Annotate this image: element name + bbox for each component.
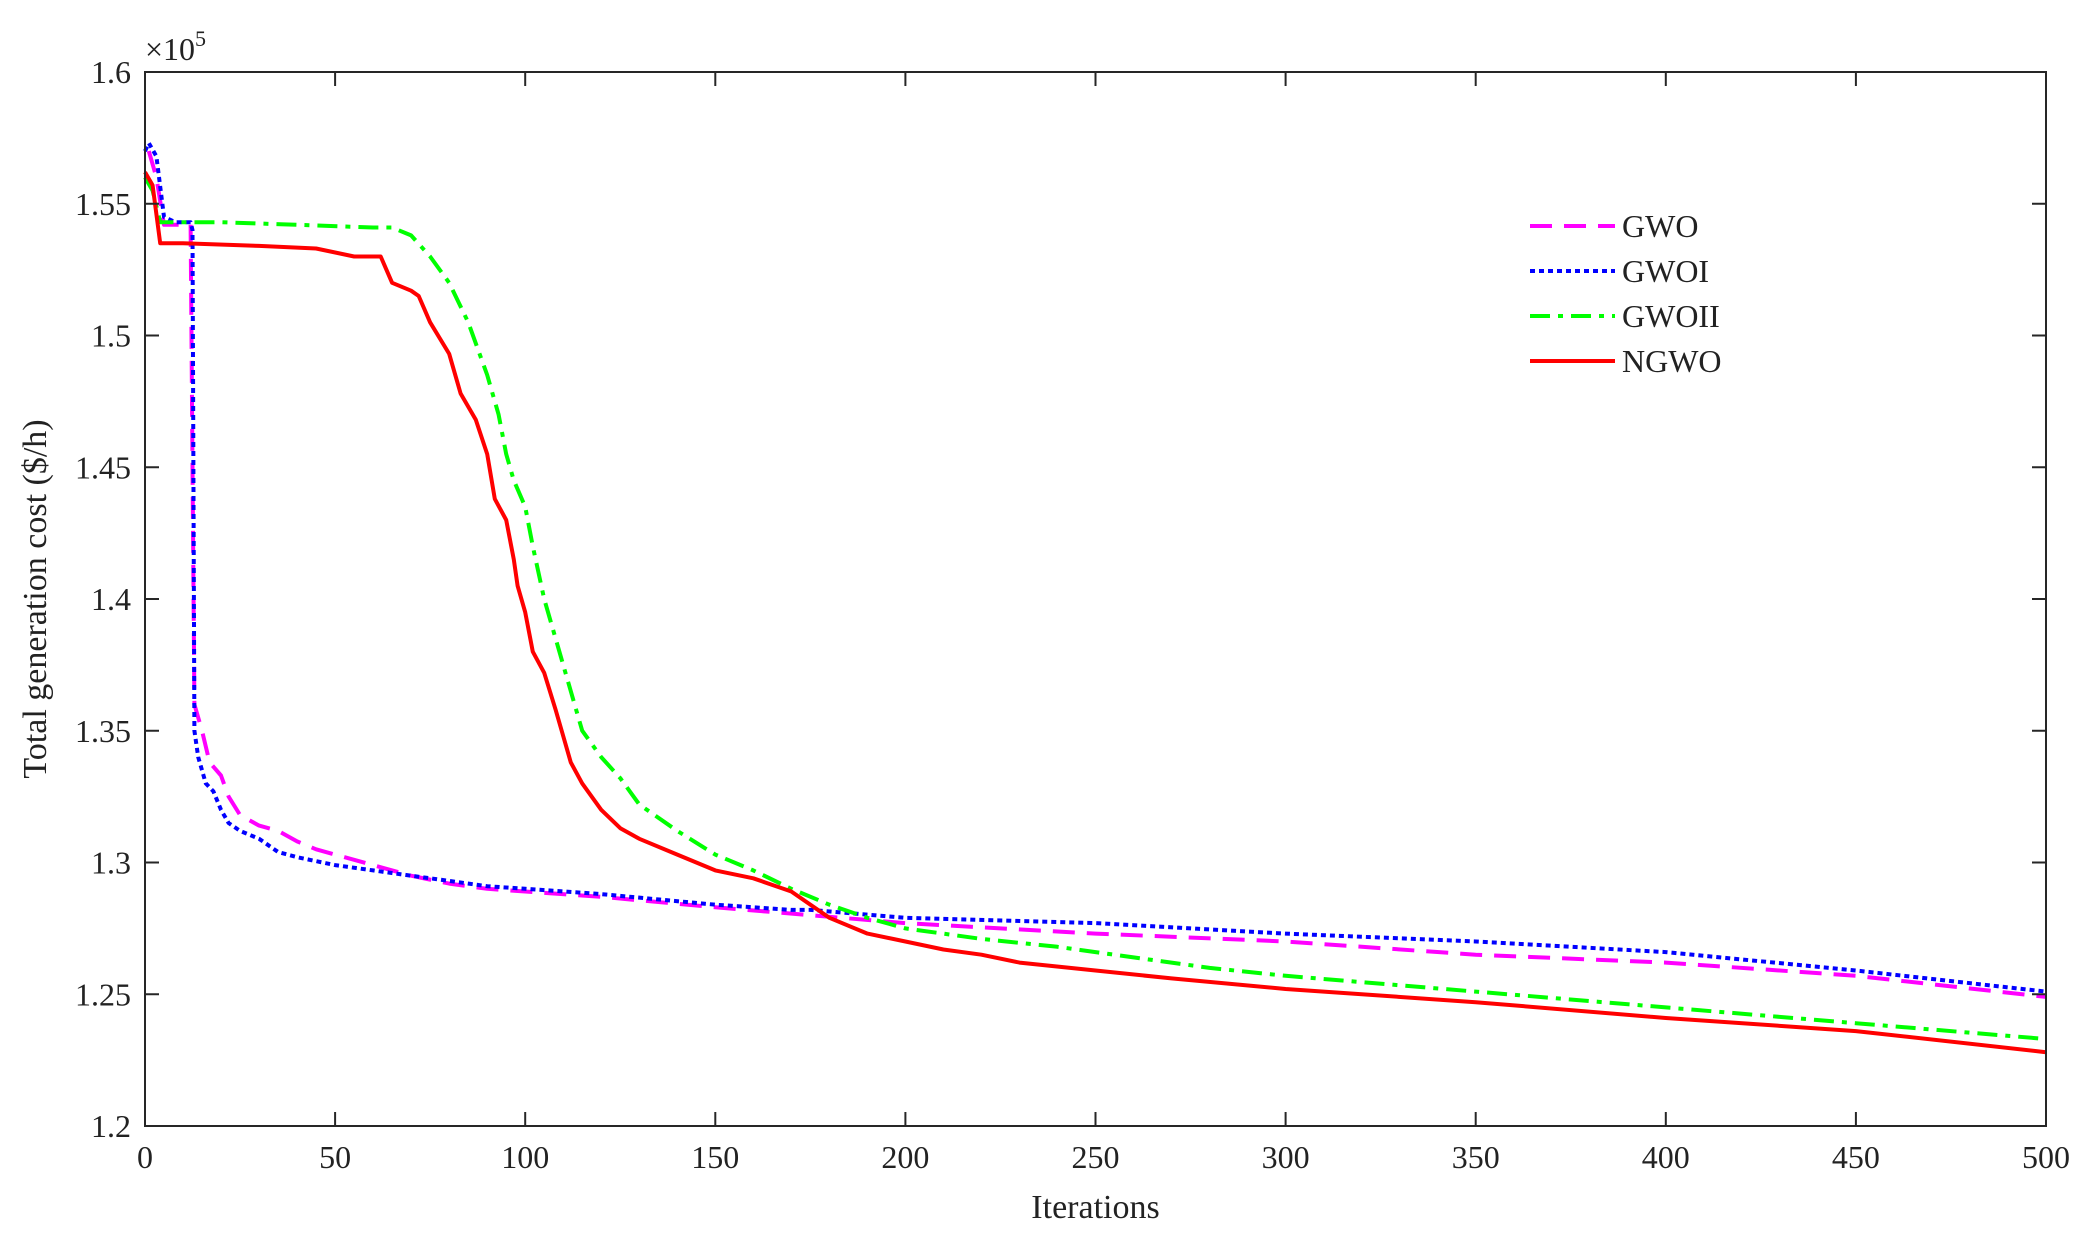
legend-label-gwo: GWO [1622, 208, 1698, 244]
plot-frame [144, 71, 2047, 1127]
y-tick-label: 1.2 [91, 1108, 131, 1144]
legend-label-gwoi: GWOI [1622, 253, 1709, 289]
tick-labels: 0 50 100 150 200 250 300 350 400 450 500 1.2 1.25 1.3… [75, 54, 2070, 1175]
y-exponent-power: 5 [195, 26, 206, 51]
y-axis-title: Total generation cost ($/h) [17, 419, 54, 778]
x-tick-label: 250 [1072, 1139, 1120, 1175]
x-tick-label: 350 [1452, 1139, 1500, 1175]
legend: GWO GWOI GWOII NGWO [1530, 208, 1722, 379]
x-tick-label: 50 [319, 1139, 351, 1175]
x-tick-label: 500 [2022, 1139, 2070, 1175]
y-axis-exponent: ×105 [145, 26, 206, 67]
x-tick-label: 200 [881, 1139, 929, 1175]
y-tick-label: 1.4 [91, 581, 131, 617]
x-tick-label: 0 [137, 1139, 153, 1175]
series-line-gwoii [143, 176, 2047, 1041]
series-line-gwoi [143, 141, 2047, 994]
y-exponent-base: ×10 [145, 31, 195, 67]
y-tick-label: 1.55 [75, 186, 131, 222]
x-tick-label: 150 [691, 1139, 739, 1175]
series-line-ngwo [143, 171, 2047, 1055]
x-tick-label: 450 [1832, 1139, 1880, 1175]
y-tick-label: 1.45 [75, 449, 131, 485]
x-tick-label: 100 [501, 1139, 549, 1175]
y-tick-label: 1.3 [91, 845, 131, 881]
x-axis-title: Iterations [1031, 1189, 1159, 1226]
legend-label-ngwo: NGWO [1622, 343, 1722, 379]
legend-label-gwoii: GWOII [1622, 298, 1720, 334]
x-tick-label: 400 [1642, 1139, 1690, 1175]
y-tick-label: 1.5 [91, 318, 131, 354]
series-layer [143, 141, 2047, 1055]
y-tick-label: 1.25 [75, 976, 131, 1012]
y-tick-label: 1.6 [91, 54, 131, 90]
x-tick-label: 300 [1262, 1139, 1310, 1175]
y-tick-label: 1.35 [75, 713, 131, 749]
